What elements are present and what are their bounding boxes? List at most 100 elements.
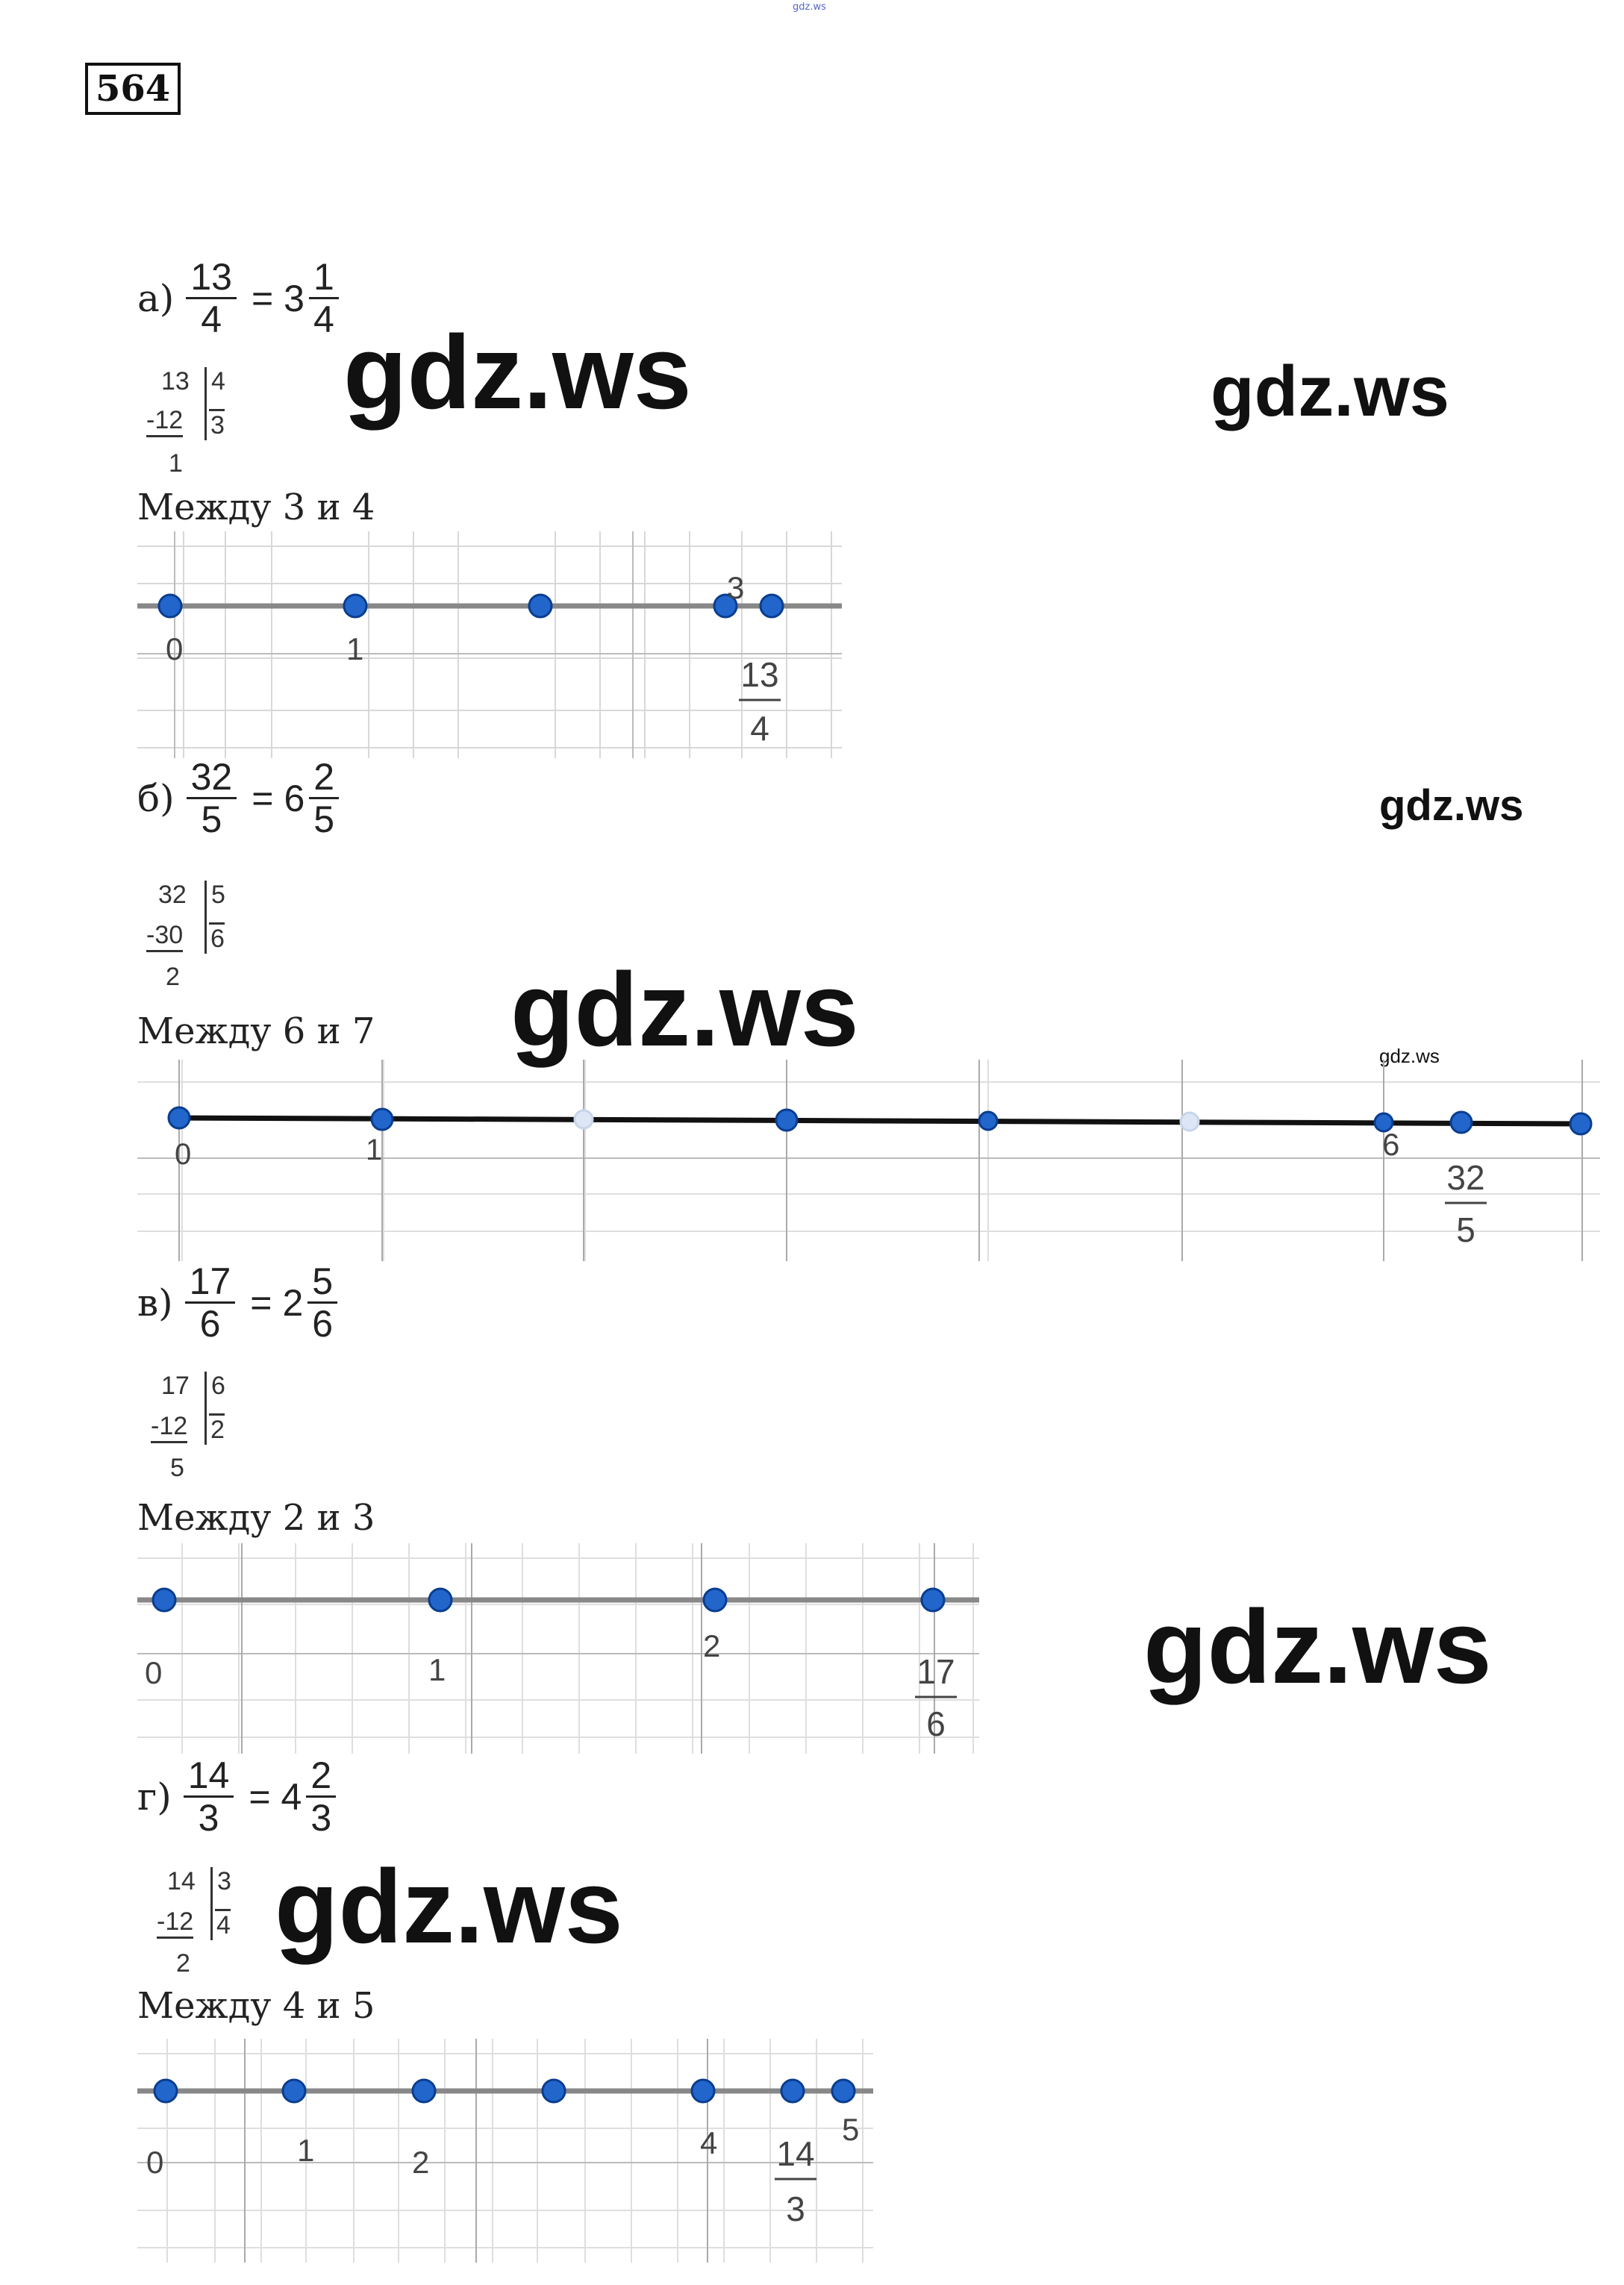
tick-label: 0: [175, 1138, 191, 1171]
point: [343, 593, 368, 619]
points: [153, 2078, 856, 2104]
point: [541, 2078, 566, 2104]
watermark: gdz.ws: [1143, 1588, 1492, 1705]
fraction-numerator: 1: [308, 257, 339, 299]
fraction-label-numerator: 13: [740, 655, 778, 694]
quotient: 2: [209, 1413, 225, 1445]
watermark: gdz.ws: [1211, 351, 1450, 431]
number-line-c: 0 1 2 17 6: [137, 1543, 979, 1754]
remainder: 2: [166, 963, 180, 991]
tick-label: 5: [842, 2112, 859, 2147]
dividend: 14: [167, 1867, 196, 1895]
long-division-d: 14 3 -12 4 2: [152, 1867, 242, 1979]
tick-label: 0: [166, 631, 183, 666]
whole-part: 4: [281, 1775, 302, 1818]
point: [775, 1108, 799, 1132]
point: [153, 2078, 178, 2104]
point: [1569, 1112, 1593, 1136]
fraction-numerator: 14: [183, 1755, 234, 1798]
part-label: а): [137, 276, 175, 320]
between-text: Между 6 и 7: [137, 1010, 375, 1052]
watermark: gdz.ws: [1379, 781, 1524, 830]
points: [157, 593, 784, 619]
fraction-label-numerator: 32: [1446, 1158, 1484, 1197]
point: [370, 1107, 394, 1131]
fraction-denominator: 5: [201, 798, 222, 840]
points: [152, 1587, 946, 1613]
fraction-numerator: 2: [309, 757, 340, 799]
fraction-label-denominator: 6: [926, 1704, 946, 1743]
long-division-b: 32 5 -30 6 2: [146, 881, 236, 993]
fraction-label-denominator: 3: [786, 2189, 805, 2228]
part-label: г): [137, 1775, 172, 1819]
watermark: gdz.ws: [343, 313, 692, 431]
improper-fraction: 17 6: [184, 1261, 236, 1344]
point: [978, 1110, 999, 1131]
point: [152, 1587, 177, 1613]
tick-label: 1: [297, 2133, 314, 2168]
fraction-denominator: 4: [201, 298, 222, 340]
point: [411, 2078, 437, 2104]
fraction-denominator: 3: [310, 1797, 332, 1839]
points: [167, 1106, 1593, 1136]
fraction-label-denominator: 4: [750, 709, 769, 748]
quotient: 4: [215, 1909, 231, 1940]
fraction-denominator: 3: [198, 1797, 219, 1839]
equals-sign: =: [249, 1775, 271, 1818]
tick-label: 0: [146, 2145, 163, 2180]
point: [157, 593, 183, 619]
whole-part: 3: [284, 277, 304, 319]
dividend: 13: [161, 367, 190, 396]
point: [780, 2078, 805, 2104]
point: [759, 593, 784, 619]
point: [690, 2078, 716, 2104]
point: [713, 593, 738, 619]
divisor: 3: [210, 1867, 231, 1940]
grid: [137, 2039, 873, 2263]
equals-sign: =: [252, 777, 274, 819]
long-division-a: 13 4 -12 3 1: [146, 367, 236, 479]
point: [920, 1587, 946, 1613]
tick-label: 2: [703, 1628, 720, 1663]
point: [702, 1587, 728, 1613]
between-text: Между 2 и 3: [137, 1497, 375, 1539]
fraction-denominator: 6: [312, 1303, 334, 1345]
fraction-label-numerator: 17: [916, 1652, 955, 1691]
grid: [137, 1060, 1600, 1261]
fraction-label-denominator: 5: [1456, 1210, 1475, 1249]
remainder: 1: [169, 449, 183, 478]
tick-label: 1: [428, 1652, 446, 1687]
divisor: 4: [204, 367, 225, 440]
tick-label: 4: [700, 2125, 717, 2160]
improper-fraction: 32 5: [186, 757, 237, 840]
point: [167, 1106, 191, 1130]
equals-sign: =: [251, 277, 274, 319]
point: [573, 1109, 594, 1130]
watermark: gdz.ws: [510, 951, 859, 1068]
fraction-numerator: 2: [306, 1755, 337, 1798]
tick-label: 2: [412, 2145, 429, 2180]
quotient: 3: [209, 409, 225, 440]
divisor: 6: [204, 1372, 225, 1445]
tick-label: 6: [1382, 1127, 1399, 1162]
fraction-numerator: 32: [186, 757, 237, 799]
task-number: 564: [85, 63, 181, 115]
between-text: Между 3 и 4: [137, 487, 375, 528]
number-line-b: 0 1 6 32 5: [137, 1060, 1600, 1261]
subtrahend: -12: [151, 1412, 188, 1443]
point: [428, 1587, 453, 1613]
fraction-denominator: 4: [313, 298, 334, 340]
divisor: 5: [204, 881, 225, 954]
equals-sign: =: [250, 1281, 272, 1324]
remainder: 2: [176, 1949, 190, 1978]
watermark: gdz.ws: [275, 1848, 623, 1965]
tick-label: 1: [346, 631, 363, 666]
fraction-denominator: 5: [313, 798, 335, 840]
dividend: 32: [158, 881, 187, 909]
